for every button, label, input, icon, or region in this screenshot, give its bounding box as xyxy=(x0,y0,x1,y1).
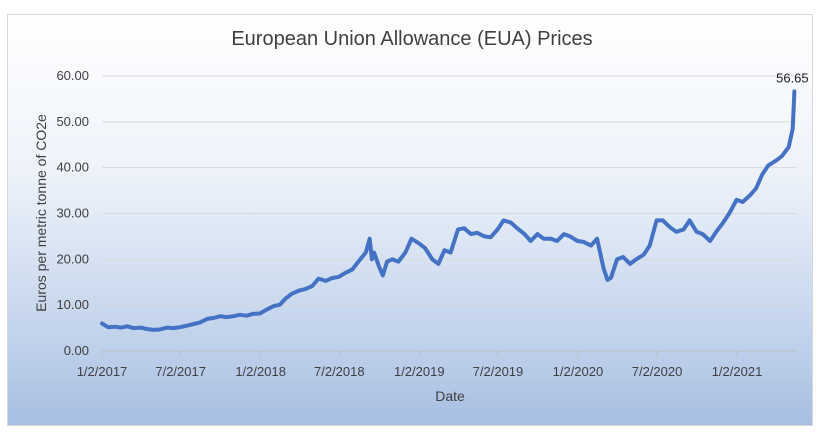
y-tick-label: 10.00 xyxy=(56,297,89,312)
x-tick-label: 7/2/2018 xyxy=(314,364,365,379)
x-tick-labels: 1/2/2017 7/2/2017 1/2/2018 7/2/2018 1/2/2019… xyxy=(77,351,763,379)
x-tick-label: 1/2/2019 xyxy=(394,364,445,379)
x-axis-title: Date xyxy=(435,388,465,404)
x-tick-label: 1/2/2020 xyxy=(553,364,604,379)
x-tick-label: 1/2/2018 xyxy=(235,364,286,379)
x-tick-label: 1/2/2021 xyxy=(712,364,763,379)
chart-frame xyxy=(7,14,813,426)
x-tick-label: 7/2/2017 xyxy=(155,364,206,379)
x-tick-label: 7/2/2020 xyxy=(632,364,683,379)
y-tick-label: 30.00 xyxy=(56,206,89,221)
y-tick-label: 40.00 xyxy=(56,160,89,175)
gridlines xyxy=(102,75,797,352)
annotation-layer: 56.65 xyxy=(776,70,809,85)
series-layer xyxy=(100,89,797,332)
x-tick-label: 7/2/2019 xyxy=(473,364,524,379)
y-tick-label: 20.00 xyxy=(56,251,89,266)
chart-title: European Union Allowance (EUA) Prices xyxy=(231,28,593,50)
y-axis-title: Euros per metric tonne of CO2e xyxy=(33,114,49,312)
y-tick-labels: 0.00 10.00 20.00 30.00 40.00 50.00 60.00 xyxy=(56,68,89,358)
y-tick-label: 60.00 xyxy=(56,68,89,83)
x-tick-label: 1/2/2017 xyxy=(77,364,128,379)
y-tick-label: 0.00 xyxy=(64,343,89,358)
series-line xyxy=(100,89,797,332)
data-label: 56.65 xyxy=(776,70,809,85)
y-tick-label: 50.00 xyxy=(56,114,89,129)
